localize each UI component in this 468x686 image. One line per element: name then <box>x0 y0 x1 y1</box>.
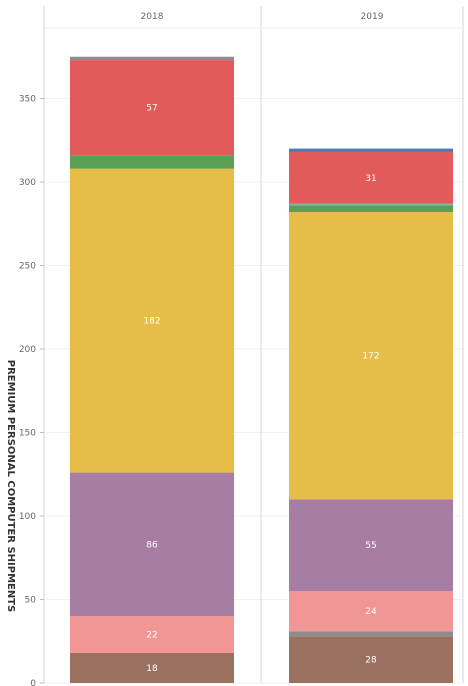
data-label: 182 <box>143 317 160 327</box>
data-label: 28 <box>365 656 377 666</box>
bar-segment <box>70 616 234 653</box>
bar-segment <box>289 636 453 683</box>
data-label: 172 <box>362 352 379 362</box>
bar-segment <box>70 168 234 473</box>
y-axis-title: PREMIUM PERSONAL COMPUTER SHIPMENTS <box>5 360 16 612</box>
bar-segment <box>70 60 234 156</box>
data-label: 22 <box>146 631 157 641</box>
y-tick-label: 0 <box>30 679 36 686</box>
bar-segment <box>289 203 453 206</box>
data-label: 55 <box>365 541 376 551</box>
bar-segment <box>289 148 453 152</box>
bar-segment <box>289 631 453 637</box>
y-tick-label: 50 <box>25 596 37 606</box>
data-label: 86 <box>146 540 158 550</box>
bar-segment <box>70 155 234 169</box>
data-label: 31 <box>365 174 376 184</box>
bar-segment <box>70 472 234 617</box>
y-tick-label: 300 <box>19 178 36 188</box>
bar-segment <box>289 591 453 632</box>
bar-segment <box>70 56 234 61</box>
y-tick-label: 150 <box>19 429 36 439</box>
category-header-2018: 2018 <box>141 12 164 22</box>
category-headers: 2018 2019 <box>141 12 384 22</box>
y-tick-label: 200 <box>19 345 36 355</box>
category-header-2019: 2019 <box>361 12 384 22</box>
y-tick-label: 100 <box>19 512 36 522</box>
bar-segment <box>289 212 453 500</box>
data-label: 57 <box>146 104 157 114</box>
data-label: 18 <box>146 664 158 674</box>
segment-labels: 18 22 86 182 57 28 24 55 172 31 <box>143 104 379 674</box>
bar-segment <box>289 499 453 592</box>
axes <box>43 6 464 683</box>
bar-segment <box>289 151 453 204</box>
y-tick-label: 350 <box>19 95 36 105</box>
bar-segment <box>289 205 453 213</box>
data-label: 24 <box>365 607 377 617</box>
bar-segments <box>70 56 453 683</box>
y-axis-ticks: 0 50 100 150 200 250 300 350 <box>19 95 44 686</box>
bar-segment <box>70 652 234 683</box>
y-tick-label: 250 <box>19 262 36 272</box>
